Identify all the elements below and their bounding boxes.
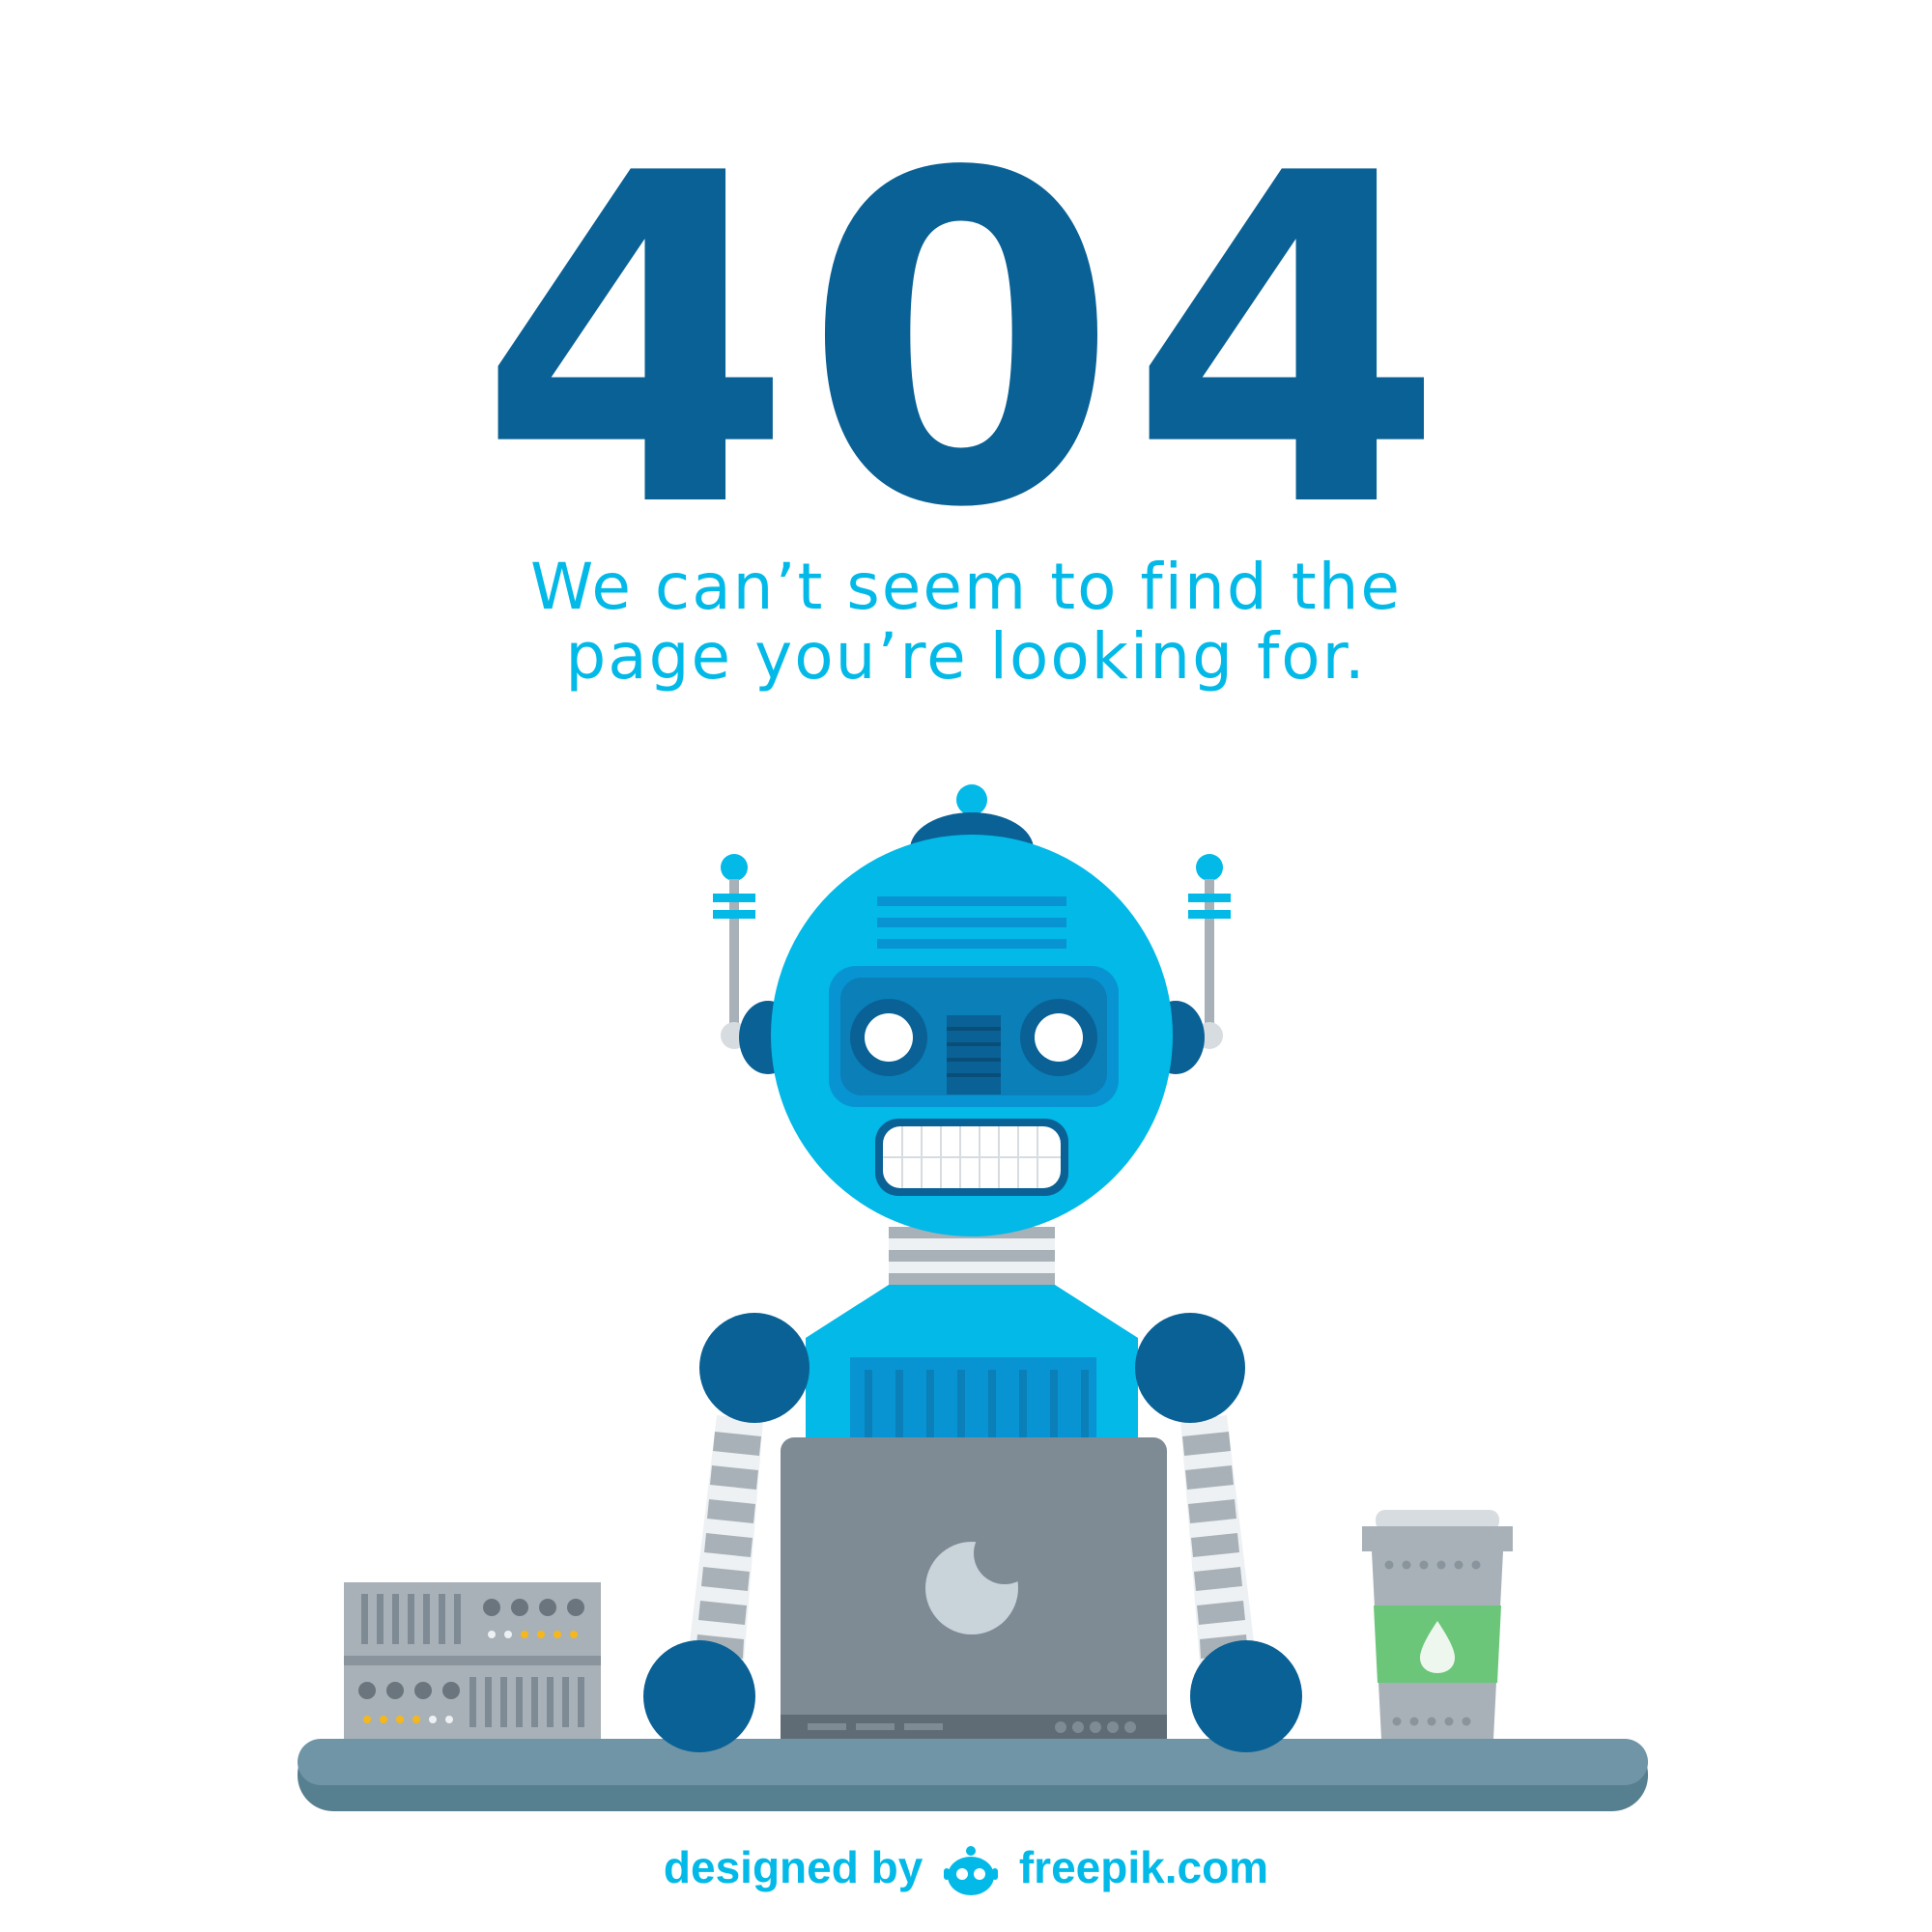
error-message-line-1: We can’t seem to find the <box>529 550 1403 624</box>
credit-site-link[interactable]: freepik.com <box>1018 1842 1269 1892</box>
robot-mouth <box>875 1119 1068 1196</box>
credit-line: designed by freepik.com <box>0 1840 1932 1897</box>
robot-eye-right <box>1020 999 1097 1076</box>
robot-arm-right <box>1180 1415 1256 1663</box>
robot-arm-left <box>688 1415 763 1663</box>
robot-eye-left <box>850 999 927 1076</box>
freepik-logo-icon <box>944 1845 999 1895</box>
error-code: 404 <box>477 78 1455 607</box>
credit-designed-by: designed by <box>663 1842 923 1892</box>
desk <box>298 1739 1648 1811</box>
error-message-line-2: page you’re looking for. <box>565 619 1367 694</box>
coffee-cup-icon <box>1362 1510 1513 1739</box>
robot-neck <box>889 1227 1055 1285</box>
error-message: We can’t seem to find the page you’re lo… <box>0 553 1932 692</box>
server-rack-icon <box>344 1582 601 1739</box>
robot-antenna-right <box>1188 854 1231 1049</box>
laptop-icon <box>781 1437 1167 1739</box>
